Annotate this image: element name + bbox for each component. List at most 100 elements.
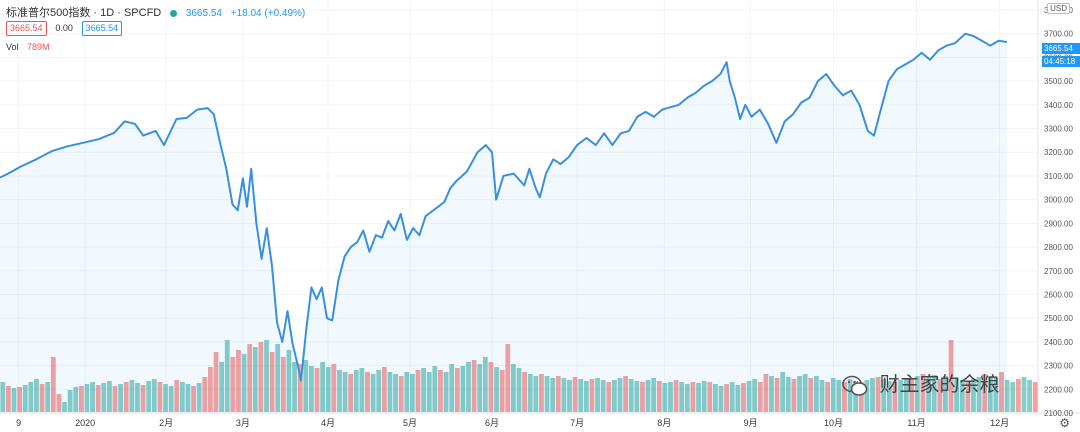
volume-bar	[163, 384, 168, 412]
y-tick-label: 2400.00	[1044, 338, 1073, 347]
volume-bar	[123, 382, 129, 412]
buy-price-button[interactable]: 3665.54	[81, 21, 123, 36]
volume-bar	[662, 383, 668, 412]
volume-bar	[409, 374, 415, 412]
volume-bar	[84, 384, 90, 412]
volume-value: 789M	[27, 42, 50, 52]
volume-bar	[118, 384, 124, 412]
price-line	[0, 32, 1008, 382]
volume-bar	[1021, 377, 1027, 412]
volume-bar	[157, 382, 163, 412]
volume-bar	[112, 386, 118, 412]
volume-bar	[426, 372, 432, 412]
volume-bar	[617, 378, 623, 412]
y-tick-label: 2500.00	[1044, 314, 1073, 323]
volume-bar	[17, 387, 23, 412]
volume-bar	[325, 367, 331, 412]
y-tick-label: 3500.00	[1044, 77, 1073, 86]
volume-bar	[780, 372, 786, 412]
volume-bar	[482, 357, 488, 412]
volume-bar	[959, 380, 965, 412]
volume-bar	[140, 385, 146, 412]
x-tick-label: 9	[16, 418, 21, 428]
x-tick-label: 4月	[321, 418, 335, 428]
volume-bar	[308, 366, 314, 412]
volume-bar	[976, 377, 982, 412]
x-tick-label: 3月	[236, 418, 250, 428]
volume-bar	[712, 384, 718, 412]
volume-bar	[903, 378, 909, 412]
y-tick-label: 2900.00	[1044, 219, 1073, 228]
volume-bar	[741, 383, 746, 412]
volume-bar	[797, 376, 802, 412]
volume-bar	[914, 376, 920, 412]
volume-bar	[471, 360, 477, 412]
volume-bar	[578, 379, 584, 412]
volume-bar	[623, 376, 629, 412]
bid-ask-row: 3665.54 0.00 3665.54	[6, 21, 128, 36]
volume-bar	[499, 370, 505, 412]
volume-bar	[320, 362, 326, 412]
volume-bar	[830, 378, 836, 412]
settings-gear-icon[interactable]: ⚙	[1059, 416, 1070, 430]
watermark: 财主家的余粮	[842, 368, 1000, 397]
volume-bar	[1015, 379, 1021, 412]
volume-bar	[342, 372, 348, 412]
volume-bar	[174, 380, 180, 412]
volume-label: Vol	[6, 42, 19, 52]
volume-bar	[67, 390, 73, 412]
volume-bar	[583, 381, 589, 412]
volume-bar	[785, 377, 791, 412]
volume-bar	[393, 374, 398, 412]
volume-bar	[729, 382, 735, 412]
volume-bar	[684, 384, 690, 412]
volume-bar	[460, 366, 466, 412]
volume-bar	[236, 350, 241, 412]
volume-bar	[954, 378, 960, 412]
volume-bar	[196, 383, 202, 412]
volume-bar	[280, 357, 286, 412]
volume-bar	[179, 382, 185, 412]
x-tick-label: 7月	[570, 418, 584, 428]
volume-bar	[398, 376, 404, 412]
volume-bar	[275, 344, 281, 412]
volume-bar	[510, 364, 516, 412]
volume-bar	[696, 383, 701, 412]
volume-bar	[533, 376, 539, 412]
volume-bar	[943, 376, 948, 412]
y-tick-label: 2800.00	[1044, 243, 1073, 252]
currency-badge[interactable]: USD	[1047, 3, 1070, 14]
sell-price-button[interactable]: 3665.54	[6, 21, 47, 36]
volume-bar	[808, 378, 814, 412]
y-tick-label: 3300.00	[1044, 125, 1073, 134]
volume-bar	[898, 380, 903, 412]
x-tick-label: 5月	[403, 418, 417, 428]
volume-bar	[611, 380, 617, 412]
volume-bar	[185, 384, 191, 412]
volume-bar	[168, 386, 174, 412]
volume-bar	[454, 368, 460, 412]
volume-bar	[505, 344, 511, 412]
volume-bar	[791, 379, 797, 412]
volume-bar	[724, 384, 729, 412]
volume-bar	[151, 379, 157, 412]
volume-bar	[561, 378, 567, 412]
volume-bar	[735, 385, 741, 412]
volume-bar	[555, 376, 561, 412]
y-tick-label: 3100.00	[1044, 172, 1073, 181]
volume-bar	[875, 377, 881, 412]
price-axis[interactable]: 2100.00 2200.00 2300.00 2400.00 2500.00 2600.…	[1044, 6, 1073, 418]
volume-bar	[909, 379, 915, 412]
volume-bar	[858, 382, 864, 412]
spread-value: 0.00	[55, 23, 73, 33]
volume-bar	[993, 378, 999, 412]
volume-bar	[191, 386, 196, 412]
volume-bar	[813, 376, 819, 412]
watermark-text: 财主家的余粮	[879, 374, 1000, 396]
time-axis[interactable]: 9 2020 2月 3月 4月 5月 6月 7月 8月 9月 10月 11月 12月	[16, 418, 1009, 428]
volume-bar	[50, 357, 56, 412]
volume-bar	[718, 386, 724, 412]
volume-legend: Vol 789M	[6, 42, 56, 52]
volume-bar	[129, 380, 135, 412]
